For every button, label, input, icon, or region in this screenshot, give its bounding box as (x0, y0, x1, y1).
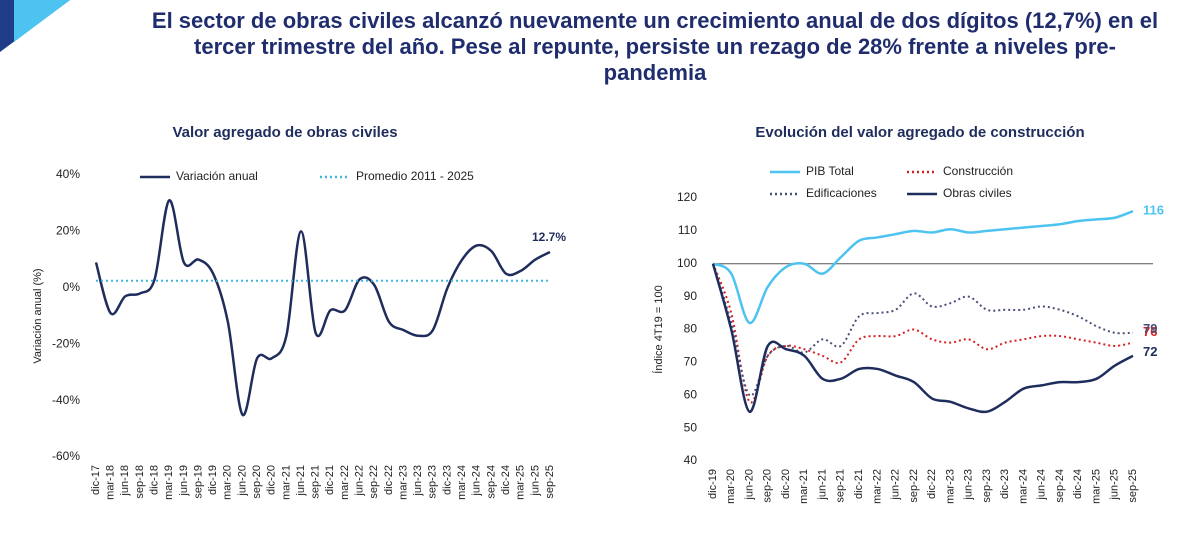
x-tick-label: dic-23 (441, 465, 453, 495)
x-tick-label: mar-21 (798, 469, 810, 504)
x-tick-label: mar-21 (280, 465, 292, 500)
legend-label: PIB Total (806, 164, 854, 178)
x-tick-label: dic-23 (999, 469, 1011, 499)
x-tick-label: sep-24 (485, 465, 497, 499)
x-tick-label: sep-19 (192, 465, 204, 499)
y-tick-label: 0% (63, 280, 81, 294)
data-label: 116 (1143, 203, 1164, 218)
x-tick-label: mar-25 (515, 465, 527, 500)
x-tick-label: dic-24 (1072, 469, 1084, 499)
legend-label: Promedio 2011 - 2025 (356, 169, 474, 183)
x-tick-label: sep-24 (1054, 469, 1066, 503)
y-tick-label: -60% (52, 449, 80, 463)
x-tick-label: dic-17 (90, 465, 102, 495)
x-tick-label: sep-23 (981, 469, 993, 503)
x-tick-label: dic-19 (207, 465, 219, 495)
x-tick-label: jun-22 (890, 469, 902, 501)
y-tick-label: 90 (684, 289, 698, 303)
y-axis-label: Índice 4T19 = 100 (652, 285, 665, 373)
x-tick-label: jun-18 (119, 465, 131, 497)
series-line (94, 199, 551, 416)
x-tick-label: dic-18 (148, 465, 160, 495)
x-tick-label: sep-18 (134, 465, 146, 499)
x-tick-label: dic-20 (780, 469, 792, 499)
series-line (711, 263, 1134, 414)
chart-title: Valor agregado de obras civiles (172, 124, 397, 141)
x-tick-label: jun-22 (354, 465, 366, 497)
x-tick-label: jun-21 (816, 469, 828, 501)
x-tick-label: sep-25 (1127, 469, 1139, 503)
x-tick-label: dic-24 (500, 465, 512, 495)
x-tick-label: mar-24 (456, 465, 468, 500)
y-tick-label: 70 (684, 355, 698, 369)
y-tick-label: 60 (684, 387, 698, 401)
x-tick-label: sep-22 (908, 469, 920, 503)
x-tick-label: jun-19 (178, 465, 190, 497)
x-tick-label: mar-24 (1017, 469, 1029, 504)
x-tick-label: mar-22 (871, 469, 883, 504)
y-axis-label: Variación anual (%) (32, 268, 44, 363)
y-tick-label: -20% (52, 336, 80, 350)
x-tick-label: mar-18 (105, 465, 117, 500)
chart-title: Evolución del valor agregado de construc… (755, 124, 1084, 141)
y-tick-label: 20% (56, 224, 80, 238)
x-tick-label: jun-24 (471, 465, 483, 497)
x-tick-label: dic-19 (707, 469, 719, 499)
decoration (14, 0, 70, 42)
legend-label: Variación anual (176, 169, 258, 183)
x-tick-label: jun-23 (963, 469, 975, 501)
x-tick-label: sep-22 (368, 465, 380, 499)
x-tick-label: jun-20 (236, 465, 248, 497)
y-tick-label: 100 (677, 256, 697, 270)
x-tick-label: mar-23 (397, 465, 409, 500)
x-tick-label: mar-19 (163, 465, 175, 500)
series-line (712, 263, 1134, 397)
y-tick-label: 50 (684, 420, 698, 434)
x-tick-label: mar-20 (725, 469, 737, 504)
x-tick-label: dic-21 (324, 465, 336, 495)
x-tick-label: dic-22 (926, 469, 938, 499)
x-tick-label: sep-20 (251, 465, 263, 499)
x-tick-label: jun-25 (529, 465, 541, 497)
y-tick-label: 120 (677, 190, 697, 204)
y-tick-label: -40% (52, 393, 80, 407)
x-tick-label: sep-25 (544, 465, 556, 499)
x-tick-label: sep-20 (762, 469, 774, 503)
x-tick-label: sep-23 (427, 465, 439, 499)
y-tick-label: 40% (56, 167, 80, 181)
x-tick-label: mar-23 (944, 469, 956, 504)
series-line (712, 263, 1134, 404)
x-tick-label: sep-21 (835, 469, 847, 503)
legend-label: Edificaciones (806, 186, 877, 200)
data-label: 12.7% (532, 230, 566, 244)
x-tick-label: mar-22 (339, 465, 351, 500)
x-tick-label: jun-23 (412, 465, 424, 497)
data-label: 76 (1143, 324, 1157, 339)
x-tick-label: mar-25 (1090, 469, 1102, 504)
data-label: 72 (1143, 344, 1157, 359)
y-tick-label: 110 (678, 223, 697, 237)
x-tick-label: dic-21 (853, 469, 865, 499)
y-tick-label: 80 (684, 322, 698, 336)
data-label: 79 (1143, 321, 1157, 336)
y-tick-label: 40 (684, 453, 698, 467)
legend-label: Construcción (943, 164, 1013, 178)
x-tick-label: jun-20 (743, 469, 755, 501)
series-line (712, 209, 1134, 325)
x-tick-label: jun-21 (295, 465, 307, 497)
headline: El sector de obras civiles alcanzó nueva… (151, 8, 1159, 85)
x-tick-label: dic-20 (266, 465, 278, 495)
legend-label: Obras civiles (943, 186, 1012, 200)
x-tick-label: jun-25 (1109, 469, 1121, 501)
x-tick-label: dic-22 (383, 465, 395, 495)
x-tick-label: sep-21 (310, 465, 322, 499)
x-tick-label: mar-20 (222, 465, 234, 500)
x-tick-label: jun-24 (1036, 469, 1048, 501)
